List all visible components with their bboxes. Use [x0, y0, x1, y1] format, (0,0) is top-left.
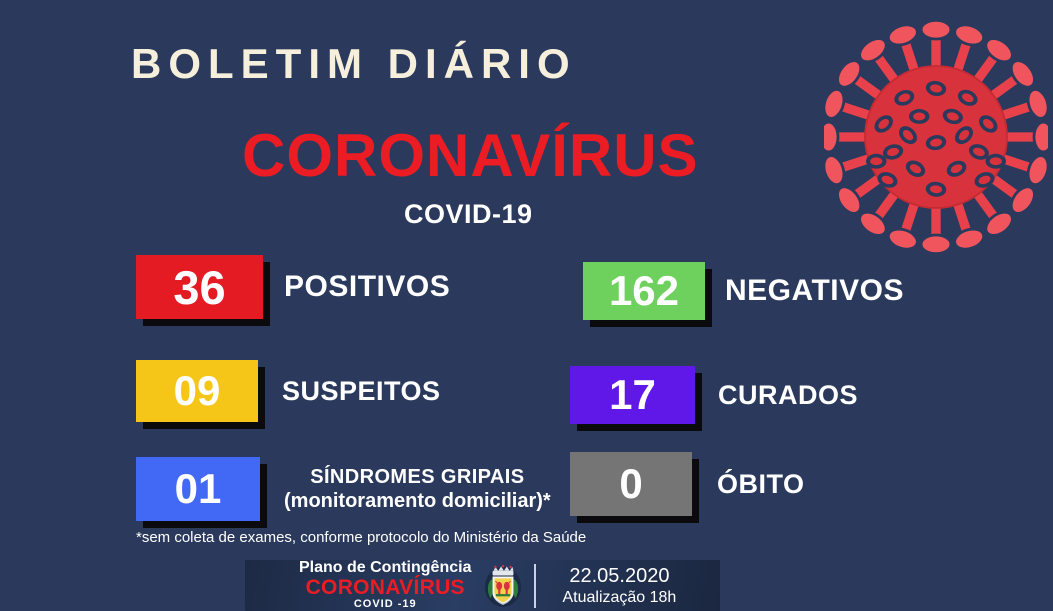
stat-suspeitos: 09 SUSPEITOS	[136, 360, 441, 422]
stat-curados: 17 CURADOS	[570, 366, 858, 424]
footer-bar: Plano de Contingência CORONAVÍRUS COVID …	[245, 560, 720, 611]
municipal-coat-of-arms-icon	[484, 564, 522, 608]
stat-obito-box: 0	[570, 452, 692, 516]
stat-positivos: 36 POSITIVOS	[136, 255, 450, 319]
date-block: 22.05.2020 Atualização 18h	[562, 564, 676, 607]
coronavirus-particle-icon	[824, 21, 1048, 253]
covid19-subtitle: COVID-19	[404, 199, 533, 229]
bulletin-update-time: Atualização 18h	[562, 588, 677, 606]
stat-sindromes-gripais: 01 SÍNDROMES GRIPAIS (monitoramento domi…	[136, 457, 551, 521]
stat-suspeitos-box: 09	[136, 360, 258, 422]
stat-negativos: 162 NEGATIVOS	[583, 262, 904, 320]
page-title: BOLETIM DIÁRIO	[131, 40, 577, 87]
stat-obito-value: 0	[619, 460, 643, 507]
stat-negativos-value: 162	[608, 267, 680, 314]
stat-curados-label: CURADOS	[718, 379, 859, 410]
coronavirus-headline: CORONAVÍRUS	[242, 122, 699, 189]
bulletin-date: 22.05.2020	[569, 564, 670, 587]
plano-contingencia-coronavirus: CORONAVÍRUS	[305, 576, 465, 600]
stat-suspeitos-value: 09	[173, 367, 221, 414]
stat-obito-label: ÓBITO	[717, 468, 805, 499]
footnote: *sem coleta de exames, conforme protocol…	[136, 529, 587, 546]
stat-negativos-box: 162	[583, 262, 705, 320]
stat-positivos-box: 36	[136, 255, 263, 319]
stat-obito: 0 ÓBITO	[570, 452, 805, 516]
plano-contingencia-covid19: COVID -19	[353, 598, 417, 611]
stat-sindromes-gripais-value: 01	[174, 465, 222, 512]
stat-negativos-label: NEGATIVOS	[725, 274, 904, 307]
stat-sindromes-gripais-label: SÍNDROMES GRIPAIS	[310, 465, 525, 488]
stat-curados-value: 17	[609, 371, 656, 418]
stat-sindromes-gripais-box: 01	[136, 457, 260, 521]
plano-contingencia-block: Plano de Contingência CORONAVÍRUS COVID …	[299, 560, 471, 610]
stat-positivos-value: 36	[173, 260, 226, 314]
stat-sindromes-gripais-label-group: SÍNDROMES GRIPAIS (monitoramento domicil…	[284, 465, 551, 514]
stat-suspeitos-label: SUSPEITOS	[282, 375, 441, 406]
stat-curados-box: 17	[570, 366, 695, 424]
stat-positivos-label: POSITIVOS	[284, 270, 451, 303]
footer-divider	[534, 563, 537, 608]
stat-sindromes-gripais-sublabel: (monitoramento domiciliar)*	[284, 490, 551, 512]
plano-contingencia-title: Plano de Contingência	[299, 560, 472, 577]
